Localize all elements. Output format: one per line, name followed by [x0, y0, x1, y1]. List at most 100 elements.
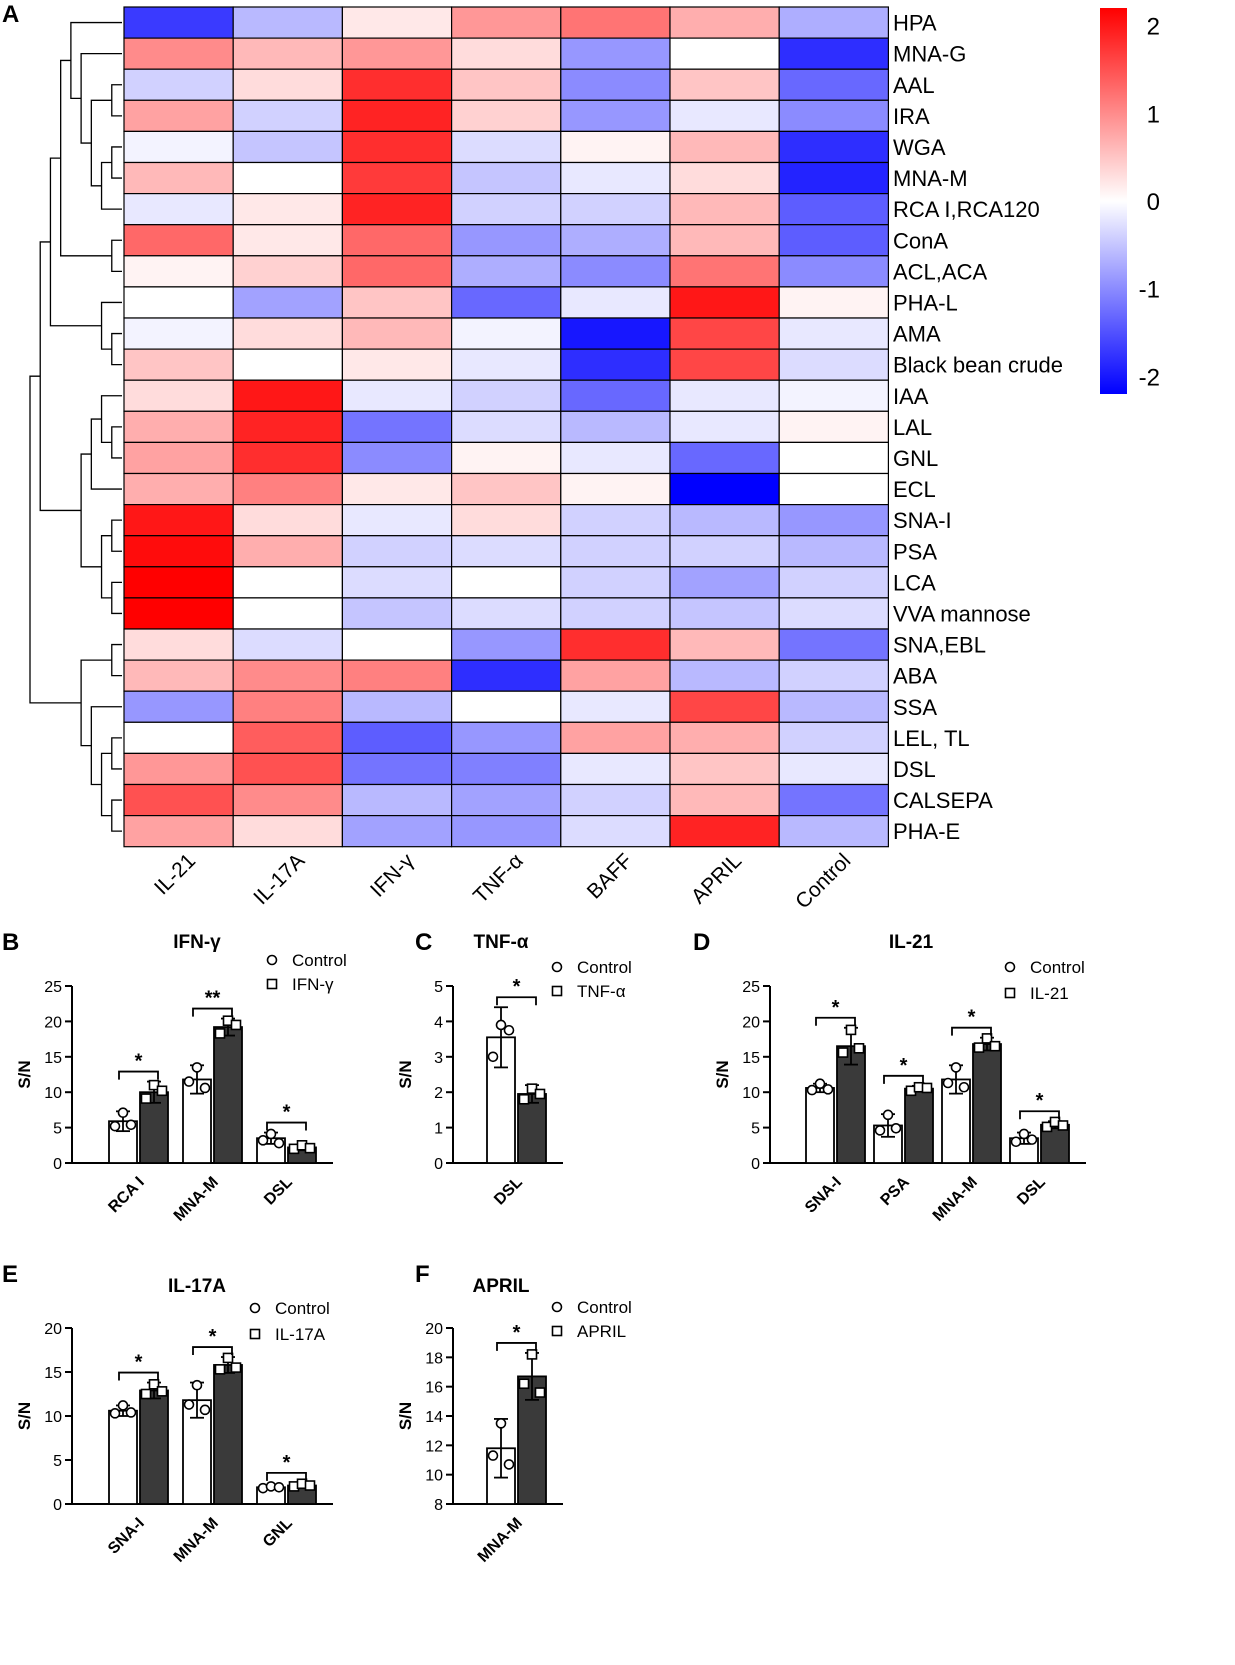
cell-lal-ifn — [341, 410, 453, 443]
cell-wga-ifn — [341, 130, 453, 164]
heatmap: HPA MNA-G AAL IRA WGA MNA-M RCA I,RCA120 ConA AC… — [123, 6, 1063, 913]
y-tick-label: 15 — [44, 1365, 62, 1382]
data-point-il-17a — [230, 1362, 242, 1373]
cell-sna-ebl-control — [778, 628, 890, 661]
cell-aal-baff — [560, 68, 671, 101]
significance-label: * — [209, 1326, 217, 1348]
y-tick-label: 1 — [434, 1121, 443, 1138]
dendrogram-branch-6 — [111, 239, 122, 272]
data-point-control — [265, 1128, 277, 1140]
colorbar-gradient — [1100, 8, 1127, 394]
data-point-control — [942, 1077, 954, 1089]
cell-wga-il-21 — [123, 130, 234, 164]
legend-label-control: Control — [577, 958, 632, 977]
data-point-il-17a — [140, 1388, 152, 1400]
cell-mna-m-ifn — [341, 161, 453, 195]
bar-il-17a-mna-m — [213, 1364, 243, 1505]
legend-label-control: Control — [577, 1298, 632, 1317]
dendrogram-branch-0 — [111, 84, 122, 117]
x-category-label: GNL — [260, 1515, 296, 1551]
significance-bracket — [118, 1371, 159, 1381]
data-point-control — [257, 1135, 269, 1146]
y-tick-label: 0 — [53, 1497, 62, 1514]
bar-il-17a-sna-i — [139, 1389, 169, 1505]
cell-gnl-il-17a — [232, 441, 343, 475]
cell-pha-e-tnf — [451, 814, 562, 848]
cell-rca-i-rca120-baff — [560, 193, 671, 226]
cell-sna-ebl-april — [669, 628, 780, 661]
colorbar-tick-label: 2 — [1147, 14, 1160, 41]
cell-sna-i-april — [669, 504, 780, 537]
cell-pha-e-ifn — [341, 814, 453, 848]
data-point-control — [822, 1084, 834, 1095]
y-tick-label: 4 — [434, 1014, 443, 1031]
data-point-tnf — [526, 1083, 538, 1094]
cell-pha-l-april — [669, 286, 780, 319]
legend-label-tnf: TNF-α — [577, 982, 626, 1001]
cell-ira-tnf — [451, 99, 562, 133]
cell-rca-i-rca120-il-17a — [232, 193, 343, 226]
data-point-control — [487, 1051, 499, 1063]
cell-acl-aca-control — [778, 255, 890, 288]
cell-ama-il-21 — [123, 317, 234, 350]
cell-cona-ifn — [341, 224, 453, 257]
colorbar-tick-label: -2 — [1139, 364, 1160, 391]
data-point-control — [125, 1119, 137, 1131]
significance-label: * — [513, 1322, 521, 1344]
cell-black-bean-crude-control — [778, 348, 890, 381]
cell-lel-tl-control — [778, 721, 890, 754]
row-label-ama: AMA — [893, 322, 941, 347]
legend-marker-il-17a — [249, 1328, 261, 1340]
data-point-ifn — [148, 1079, 160, 1091]
significance-bracket — [496, 1342, 537, 1351]
significance-bracket — [951, 1026, 992, 1036]
row-label-ira: IRA — [893, 104, 930, 129]
data-point-il-21 — [837, 1047, 849, 1058]
data-point-il-17a — [304, 1480, 316, 1491]
y-tick-label: 20 — [44, 1014, 62, 1031]
data-point-control — [183, 1399, 195, 1410]
cell-aal-ifn — [341, 68, 453, 101]
cell-lca-control — [778, 566, 890, 599]
bar-control-sna-i — [805, 1087, 835, 1164]
y-tick-label: 25 — [44, 979, 62, 996]
cell-ssa-control — [778, 690, 890, 723]
cell-wga-baff — [560, 130, 671, 164]
legend-marker-april — [551, 1325, 563, 1337]
data-point-control — [890, 1123, 902, 1134]
significance-bracket — [266, 1471, 307, 1481]
data-point-control — [487, 1450, 499, 1461]
cell-dsl-control — [778, 752, 890, 786]
row-label-rca-i-rca120: RCA I,RCA120 — [893, 197, 1040, 222]
data-point-control — [109, 1120, 121, 1132]
cell-dsl-tnf — [451, 752, 562, 786]
cell-black-bean-crude-il-17a — [232, 348, 343, 381]
cell-vva-mannose-baff — [560, 597, 671, 630]
legend-label-ifn: IFN-γ — [292, 975, 334, 994]
data-point-control — [1010, 1136, 1022, 1148]
dendrogram-branch-22 — [100, 752, 112, 817]
legend-label-control: Control — [275, 1299, 330, 1318]
cell-acl-aca-il-17a — [232, 255, 343, 288]
data-point-ifn — [140, 1093, 152, 1104]
cell-lca-ifn — [341, 566, 453, 599]
data-point-il-21 — [853, 1043, 865, 1054]
cell-vva-mannose-tnf — [451, 597, 562, 630]
legend-marker-control — [249, 1302, 261, 1314]
significance-bracket — [883, 1074, 924, 1084]
cell-lca-il-17a — [232, 566, 343, 599]
data-point-ifn — [156, 1085, 168, 1097]
cell-mna-m-control — [778, 161, 890, 195]
column-label-tnf: TNF-α — [469, 849, 528, 908]
row-label-lca: LCA — [893, 570, 936, 595]
row-label-black-bean-crude: Black bean crude — [893, 353, 1063, 378]
cell-hpa-baff — [560, 6, 671, 39]
row-label-ssa: SSA — [893, 695, 937, 720]
significance-label: * — [135, 1051, 143, 1073]
y-axis-label: S/N — [15, 1402, 34, 1430]
bar-ifn-mna-m — [213, 1026, 243, 1164]
panel-c: C TNF-α 0 1 2 3 4 5 S/N * DSL Control TNF-α — [396, 929, 632, 1208]
significance-label: * — [283, 1452, 291, 1474]
data-point-control — [199, 1082, 211, 1094]
data-point-il-21 — [921, 1082, 933, 1094]
